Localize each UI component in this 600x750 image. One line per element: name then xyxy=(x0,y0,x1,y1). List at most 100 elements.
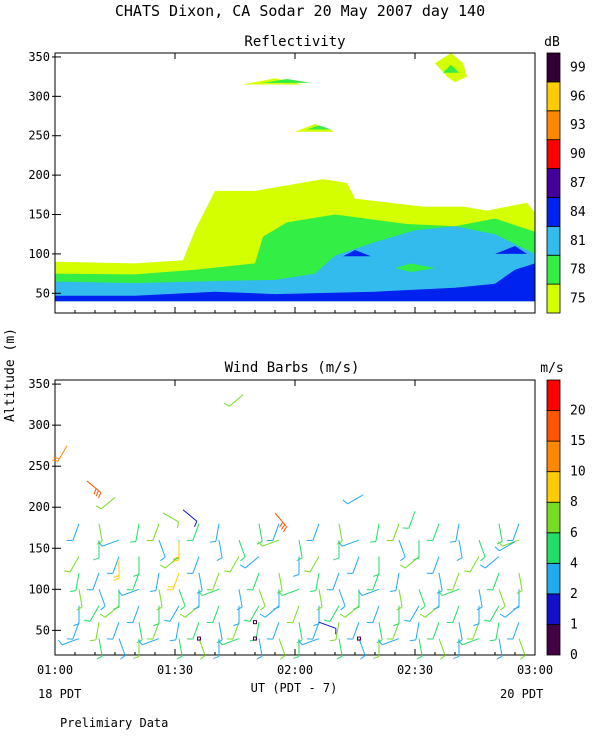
wind-barb xyxy=(182,509,198,522)
wind-barb-flag xyxy=(313,623,320,627)
figure-title: CHATS Dixon, CA Sodar 20 May 2007 day 14… xyxy=(115,2,485,20)
wind-barb xyxy=(98,638,103,657)
calm-marker xyxy=(253,636,257,641)
wind-barb-flag xyxy=(194,521,198,528)
wind-barb-flag xyxy=(99,613,106,618)
wind-frame xyxy=(54,379,536,656)
reflectivity-colorbar-swatch xyxy=(546,197,561,227)
wind-barb xyxy=(312,621,320,640)
wind-barb-flag xyxy=(297,639,303,646)
wind-barb-flag xyxy=(400,556,406,562)
altitude-axis-label: Altitude (m) xyxy=(3,328,18,422)
wind-colorbar-swatch xyxy=(546,410,561,442)
wind-barb-flag xyxy=(494,546,500,552)
wind-barb xyxy=(158,589,163,608)
wind-barb xyxy=(89,605,100,622)
wind-barb-flag xyxy=(373,656,380,659)
wind-barb-flag xyxy=(200,655,206,660)
wind-barb-flag xyxy=(197,590,203,596)
wind-barb-flag xyxy=(282,526,287,533)
wind-ytick-label: 150 xyxy=(28,541,50,555)
wind-barb-flag xyxy=(336,655,343,660)
wind-barb-flag xyxy=(260,605,266,611)
wind-barb xyxy=(252,572,260,590)
reflectivity-colorbar-swatch xyxy=(546,254,561,285)
wind-barb xyxy=(278,638,286,656)
calm-marker xyxy=(357,636,361,641)
wind-ytick-label: 350 xyxy=(28,377,50,391)
reflectivity-ytick-label: 300 xyxy=(28,89,50,103)
wind-barb xyxy=(318,621,337,629)
wind-barb-flag xyxy=(117,590,123,596)
wind-barb-flag xyxy=(96,655,103,660)
wind-barb-flag xyxy=(156,606,163,611)
wind-barb xyxy=(338,638,343,657)
reflectivity-colorbar-swatch xyxy=(546,225,561,256)
reflectivity-colorbar-swatch xyxy=(546,110,561,141)
wind-barb xyxy=(158,539,166,558)
wind-barb xyxy=(249,605,260,622)
wind-barb xyxy=(121,588,140,596)
wind-barb-flag xyxy=(420,605,426,611)
wind-colorbar-swatch xyxy=(546,562,561,595)
wind-barb-flag xyxy=(309,590,316,592)
wind-barb xyxy=(72,523,80,541)
wind-barb-flag xyxy=(396,606,403,611)
wind-barb xyxy=(395,572,400,591)
wind-barb xyxy=(229,556,240,573)
wind-barb-flag xyxy=(176,655,183,660)
wind-barb xyxy=(301,638,320,646)
wind-barb xyxy=(512,523,520,541)
wind-colorbar-swatch xyxy=(546,471,561,503)
wind-barb xyxy=(238,589,243,608)
reflectivity-contour-81 xyxy=(55,226,535,302)
wind-barb xyxy=(212,572,220,590)
wind-barb-flag xyxy=(216,557,223,562)
wind-barb xyxy=(452,572,460,590)
wind-barb-flag xyxy=(213,656,220,659)
wind-barb xyxy=(392,523,400,541)
wind-barb xyxy=(112,556,120,574)
wind-barb-flag xyxy=(273,606,280,610)
wind-barb-flag xyxy=(496,655,503,660)
wind-barb-flag xyxy=(223,402,230,407)
wind-barb xyxy=(132,605,140,623)
wind-barb xyxy=(392,621,400,640)
wind-barb-flag xyxy=(64,570,71,573)
wind-barb-flag xyxy=(180,605,186,611)
wind-barb-flag xyxy=(433,606,440,610)
wind-barb xyxy=(258,589,266,607)
reflectivity-contour-78 xyxy=(263,79,311,83)
wind-colorbar-label: 15 xyxy=(570,434,586,449)
wind-barb-flag xyxy=(293,656,300,659)
end-local-label: 20 PDT xyxy=(500,687,543,701)
wind-barb-flag xyxy=(120,655,126,660)
wind-barb-flag xyxy=(280,655,286,660)
reflectivity-contour-78 xyxy=(443,64,459,73)
wind-barb-flag xyxy=(259,613,266,618)
reflectivity-colorbar-swatch xyxy=(546,81,561,112)
time-tick-label: 02:30 xyxy=(397,663,433,677)
reflectivity-colorbar-label: 78 xyxy=(570,263,586,278)
wind-barb-flag xyxy=(209,540,216,543)
wind-barb-flag xyxy=(499,613,506,618)
wind-barb-flag xyxy=(244,619,251,622)
wind-barb xyxy=(458,539,463,558)
wind-colorbar-swatch xyxy=(546,440,561,473)
wind-barb-flag xyxy=(500,605,506,611)
wind-colorbar-label: 20 xyxy=(570,404,586,419)
wind-barb-flag xyxy=(339,613,346,618)
wind-barb-flag xyxy=(95,490,99,497)
wind-ytick-label: 50 xyxy=(36,623,50,637)
wind-barb-flag xyxy=(484,619,491,622)
reflectivity-ytick-label: 200 xyxy=(28,168,50,182)
wind-barb xyxy=(461,638,480,646)
reflectivity-colorbar-label: 87 xyxy=(570,176,586,191)
wind-barb-flag xyxy=(224,570,231,573)
wind-barb xyxy=(408,511,416,529)
wind-barb-flag xyxy=(279,521,284,528)
time-tick-label: 03:00 xyxy=(517,663,553,677)
reflectivity-ytick-label: 150 xyxy=(28,208,50,222)
wind-barb xyxy=(98,589,106,607)
